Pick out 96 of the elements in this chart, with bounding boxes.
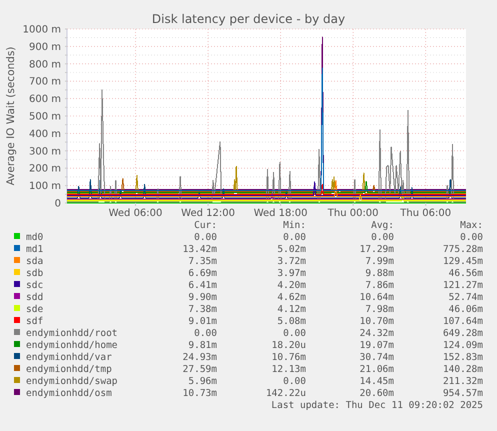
line-series xyxy=(66,178,466,192)
legend-label: sdd xyxy=(26,292,44,303)
text: 211.32m xyxy=(442,376,484,387)
text: 10.73m xyxy=(182,388,218,399)
text: 9.01m xyxy=(188,316,218,327)
text: 17.29m xyxy=(360,244,394,255)
text: 140.28m xyxy=(442,364,484,375)
text: 19.07m xyxy=(360,340,394,351)
x-tick-label: Thu 00:00 xyxy=(326,208,379,219)
text: 649.28m xyxy=(442,328,484,339)
legend-label: endymionhdd/var xyxy=(26,352,112,363)
x-tick-label: Wed 12:00 xyxy=(181,208,235,219)
text: 0.00 xyxy=(371,232,394,243)
text: 13.42m xyxy=(182,244,218,255)
text: 52.74m xyxy=(448,292,484,303)
legend-label: endymionhdd/root xyxy=(26,328,118,339)
text: 24.32m xyxy=(360,328,394,339)
y-tick-label: 300 m xyxy=(28,146,61,158)
text: 9.81m xyxy=(188,340,218,351)
text: 24.93m xyxy=(182,352,218,363)
text: 12.13m xyxy=(272,364,306,375)
text: 129.45m xyxy=(442,256,484,267)
text: 142.22u xyxy=(266,388,306,399)
text: 0.00 xyxy=(194,328,218,339)
text: 46.06m xyxy=(448,304,484,315)
text: 121.27m xyxy=(442,280,484,291)
text: 4.12m xyxy=(277,304,306,315)
y-tick-label: 600 m xyxy=(28,94,61,106)
text: 18.20u xyxy=(272,340,306,351)
text: Avg: xyxy=(371,220,394,231)
text: 9.90m xyxy=(188,292,218,303)
text: 3.72m xyxy=(277,256,306,267)
text: 9.88m xyxy=(365,268,394,279)
y-tick-label: 700 m xyxy=(28,76,61,88)
text: Max: xyxy=(460,220,483,231)
legend-label: sda xyxy=(26,256,44,267)
text: 10.64m xyxy=(360,292,394,303)
legend-label: sde xyxy=(26,304,44,315)
text: 0.00 xyxy=(283,328,306,339)
text: Min: xyxy=(283,220,306,231)
text: 46.56m xyxy=(448,268,484,279)
x-tick-label: Wed 06:00 xyxy=(108,208,162,219)
y-tick-label: 1000 m xyxy=(22,24,61,36)
y-tick-label: 800 m xyxy=(28,59,61,70)
text: 7.86m xyxy=(365,280,394,291)
text: 4.20m xyxy=(277,280,306,291)
y-axis-title: Average IO Wait (seconds) xyxy=(5,46,17,186)
legend-label: endymionhdd/tmp xyxy=(26,364,112,375)
text: 7.98m xyxy=(365,304,394,315)
text: 10.70m xyxy=(360,316,394,327)
text: 0.00 xyxy=(283,376,306,387)
text: 14.45m xyxy=(360,376,394,387)
legend-label: md1 xyxy=(26,244,44,255)
text: 6.41m xyxy=(188,280,218,291)
text: 0.00 xyxy=(460,232,484,243)
text: Last update: Thu Dec 11 09:20:02 2025 xyxy=(271,400,483,411)
text: 10.76m xyxy=(272,352,306,363)
text: 27.59m xyxy=(182,364,218,375)
text: 20.60m xyxy=(360,388,394,399)
x-tick-label: Wed 18:00 xyxy=(254,208,308,219)
text: 30.74m xyxy=(360,352,394,363)
legend-label: sdf xyxy=(26,316,44,327)
text: 775.28m xyxy=(442,244,484,255)
legend-label: endymionhdd/home xyxy=(26,340,118,351)
x-tick-label: Thu 06:00 xyxy=(399,208,452,219)
text: 7.99m xyxy=(365,256,394,267)
text: 21.06m xyxy=(360,364,394,375)
text: 5.96m xyxy=(188,376,218,387)
line-series xyxy=(66,166,466,194)
y-tick-label: 100 m xyxy=(28,181,61,192)
text: 0.00 xyxy=(194,232,218,243)
legend-label: endymionhdd/swap xyxy=(26,376,118,387)
y-tick-label: 900 m xyxy=(28,42,61,53)
text: 0.00 xyxy=(283,232,306,243)
text: 7.35m xyxy=(188,256,218,267)
y-tick-label: 0 xyxy=(54,198,61,210)
text: 3.97m xyxy=(277,268,306,279)
text: 6.69m xyxy=(188,268,218,279)
y-tick-label: 500 m xyxy=(28,112,61,122)
text: 7.38m xyxy=(188,304,218,315)
text: 954.57m xyxy=(442,388,484,399)
text: 5.08m xyxy=(277,316,306,327)
text: 4.62m xyxy=(277,292,306,303)
text: 124.09m xyxy=(442,340,484,351)
text: 107.64m xyxy=(442,316,484,327)
text: 152.83m xyxy=(442,352,484,363)
chart-title: Disk latency per device - by day xyxy=(152,12,346,26)
line-series xyxy=(66,90,466,202)
legend-label: md0 xyxy=(26,232,44,243)
y-tick-label: 400 m xyxy=(28,128,61,140)
legend-label: endymionhdd/osm xyxy=(26,388,112,399)
y-tick-label: 200 m xyxy=(28,164,61,175)
text: Cur: xyxy=(194,220,217,231)
legend-label: sdb xyxy=(26,268,44,279)
text: 5.02m xyxy=(277,244,306,255)
legend-label: sdc xyxy=(26,280,44,291)
